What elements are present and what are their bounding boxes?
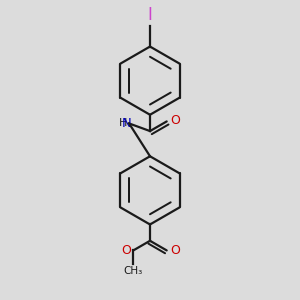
- Text: H: H: [119, 118, 128, 128]
- Text: O: O: [121, 244, 131, 257]
- Text: O: O: [170, 244, 180, 257]
- Text: CH₃: CH₃: [124, 266, 143, 275]
- Text: N: N: [122, 117, 131, 130]
- Text: O: O: [170, 114, 180, 127]
- Text: I: I: [148, 6, 152, 24]
